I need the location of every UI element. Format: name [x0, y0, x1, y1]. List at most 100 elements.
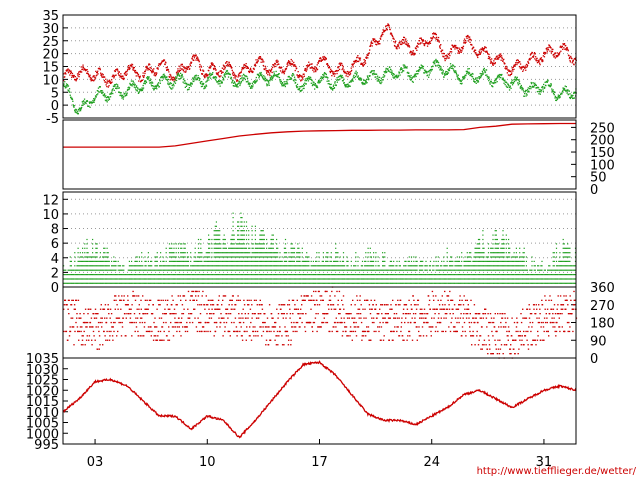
data-point [175, 278, 177, 280]
data-point [567, 50, 569, 52]
data-point [150, 69, 152, 71]
data-point [260, 71, 262, 74]
data-point [334, 265, 336, 267]
data-point [191, 269, 193, 271]
data-point [99, 67, 101, 70]
data-point [569, 56, 571, 59]
data-point [397, 44, 399, 46]
data-point [357, 274, 359, 276]
data-point [137, 274, 139, 276]
data-point [166, 274, 168, 276]
data-point [94, 98, 96, 101]
data-point [194, 252, 196, 254]
data-point [348, 269, 350, 271]
data-point [222, 77, 225, 80]
data-point [367, 274, 369, 276]
data-point [398, 71, 400, 73]
data-point [339, 260, 341, 262]
data-point [418, 69, 420, 71]
data-point [511, 72, 513, 74]
data-point [551, 50, 553, 52]
data-point [384, 29, 386, 32]
data-point [195, 59, 197, 61]
data-point [212, 269, 214, 271]
data-point [435, 60, 437, 62]
data-point [170, 88, 172, 90]
data-point [112, 75, 114, 77]
data-point [213, 265, 215, 267]
data-point [157, 64, 160, 67]
data-point [170, 274, 172, 276]
data-point [358, 78, 360, 81]
data-point [522, 69, 525, 71]
data-point [365, 265, 367, 267]
data-point [439, 45, 441, 47]
data-point [111, 81, 113, 83]
data-point [435, 58, 437, 61]
data-point [373, 39, 375, 41]
data-point [200, 80, 202, 83]
data-point [316, 86, 318, 88]
data-point [164, 78, 167, 80]
data-point [184, 252, 186, 254]
data-point [267, 80, 269, 82]
data-point [278, 67, 281, 69]
y-tick-label: 10 [42, 73, 59, 88]
data-point [343, 70, 345, 72]
data-point [458, 78, 460, 80]
data-point [415, 47, 417, 50]
data-point [179, 282, 181, 284]
data-point [65, 69, 68, 71]
data-point [241, 217, 243, 219]
data-point [383, 71, 385, 73]
data-point [346, 269, 348, 271]
data-point [356, 278, 358, 280]
data-point [116, 84, 119, 86]
data-point [449, 67, 451, 69]
data-point [104, 96, 106, 98]
data-point [385, 28, 388, 30]
data-point [119, 282, 122, 284]
data-point [272, 234, 274, 236]
data-point [135, 282, 137, 284]
data-point [414, 76, 416, 78]
data-point [187, 66, 189, 68]
data-point [413, 53, 415, 55]
data-point [335, 243, 337, 245]
data-point [163, 282, 165, 284]
data-point [571, 62, 573, 64]
data-point [378, 43, 380, 45]
data-point [240, 238, 242, 241]
data-point [237, 225, 239, 227]
data-point [77, 247, 79, 249]
data-point [257, 256, 259, 258]
data-point [423, 44, 426, 47]
data-point [308, 76, 310, 78]
data-point [182, 260, 184, 262]
data-point [93, 265, 95, 267]
data-point [213, 77, 215, 79]
data-point [187, 278, 190, 280]
data-point [242, 77, 244, 79]
data-point [353, 269, 355, 271]
data-point [271, 71, 273, 74]
data-point [272, 282, 274, 284]
data-point [129, 265, 132, 267]
data-point [172, 278, 174, 280]
data-point [309, 282, 311, 284]
data-point [546, 47, 548, 49]
data-point [290, 274, 292, 276]
data-point [524, 67, 526, 69]
data-point [338, 269, 340, 271]
data-point [351, 278, 353, 280]
data-point [71, 97, 73, 99]
data-point [240, 80, 242, 83]
data-point [75, 278, 77, 280]
data-point [197, 77, 199, 79]
data-point [82, 256, 84, 258]
data-point [257, 269, 259, 271]
data-point [205, 269, 207, 271]
data-point [491, 82, 493, 84]
data-point [224, 247, 226, 249]
